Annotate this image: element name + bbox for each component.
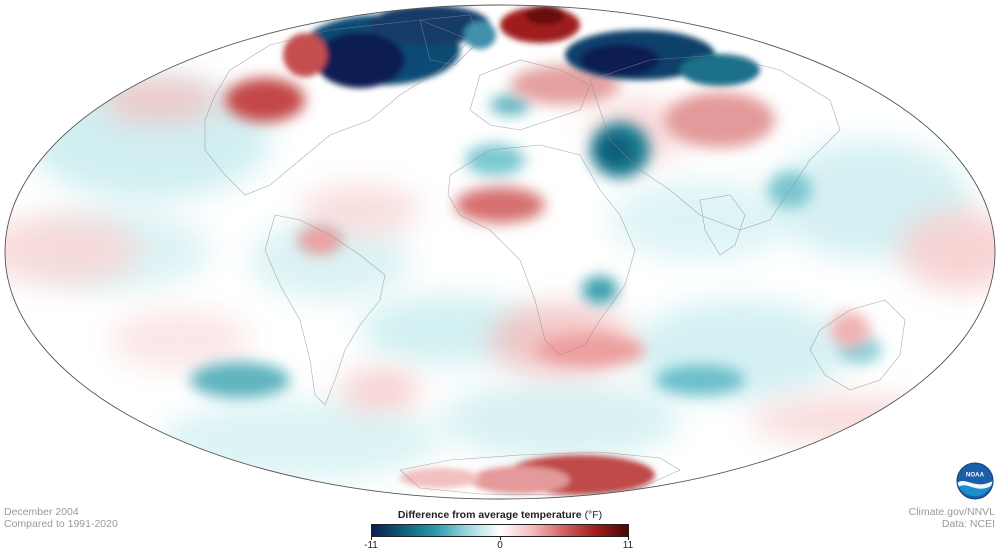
legend-title: Difference from average temperature [397, 509, 582, 521]
australia-outline [809, 299, 906, 391]
map-credits: Climate.gov/NNVL Data: NCEI [909, 506, 995, 530]
legend-mid-label: 0 [497, 540, 503, 551]
legend-title-row: Difference from average temperature (°F) [340, 509, 660, 521]
temperature-anomaly-map [4, 4, 996, 500]
credit-data: Data: NCEI [941, 518, 995, 530]
south-america-outline [264, 214, 386, 406]
map-baseline: Compared to 1991-2020 [4, 518, 118, 530]
india-outline [699, 194, 746, 256]
noaa-logo-text: NOAA [966, 471, 985, 478]
map-info: December 2004 Compared to 1991-2020 [4, 506, 118, 530]
legend-color-bar [371, 524, 629, 537]
greenland-outline [419, 14, 481, 66]
map-date: December 2004 [4, 506, 79, 518]
legend-min-label: -11 [364, 540, 378, 551]
north-america-outline [204, 19, 471, 196]
legend-tick-min [371, 537, 372, 540]
legend-unit: (°F) [584, 509, 603, 521]
legend-tick-mid [500, 537, 501, 540]
noaa-logo: NOAA [956, 462, 994, 500]
asia-outline [589, 54, 841, 231]
legend-max-label: 11 [622, 540, 634, 551]
antarctica-outline [399, 451, 681, 496]
anomaly-field [5, 5, 995, 495]
europe-outline [469, 59, 591, 131]
legend-tick-max [628, 537, 629, 540]
land-outlines [204, 14, 906, 496]
color-legend: Difference from average temperature (°F)… [340, 509, 660, 553]
map-outline [4, 4, 996, 500]
credit-site: Climate.gov/NNVL [908, 506, 995, 518]
africa-outline [447, 144, 636, 356]
world-map [4, 4, 996, 500]
